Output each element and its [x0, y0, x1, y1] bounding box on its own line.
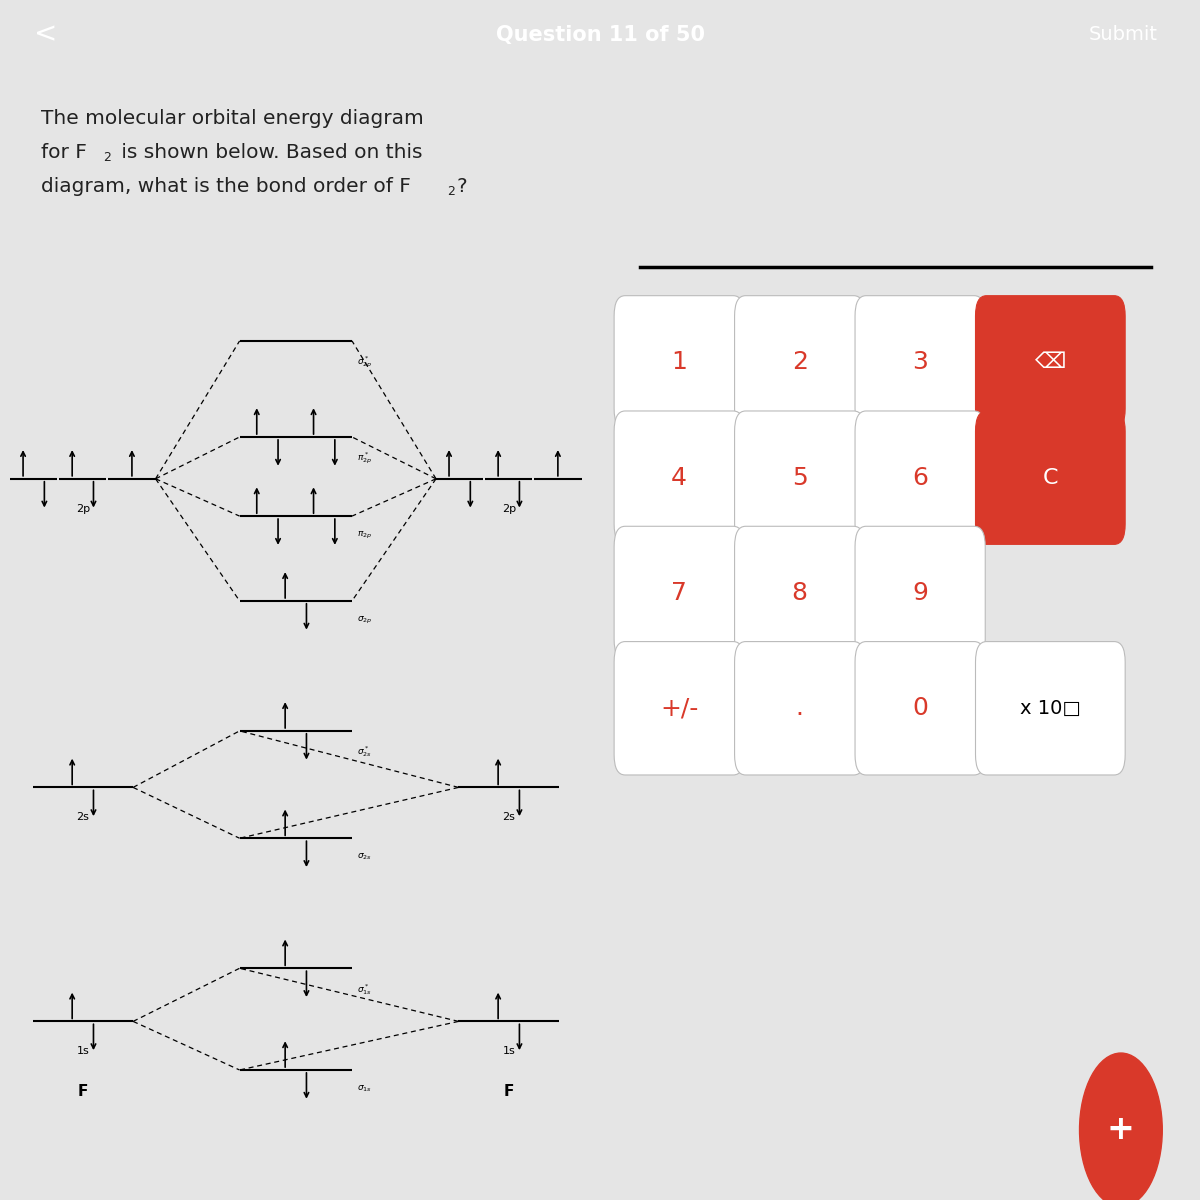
- Text: 2p: 2p: [76, 504, 90, 514]
- Text: $\sigma_{2p}$: $\sigma_{2p}$: [356, 614, 372, 625]
- Text: 4: 4: [671, 466, 688, 490]
- Text: $\sigma^*_{2p}$: $\sigma^*_{2p}$: [356, 354, 372, 370]
- Text: 1s: 1s: [503, 1046, 515, 1056]
- Text: ?: ?: [457, 176, 467, 196]
- FancyBboxPatch shape: [856, 295, 985, 430]
- FancyBboxPatch shape: [856, 642, 985, 775]
- Text: C: C: [1043, 468, 1058, 487]
- Text: 6: 6: [912, 466, 928, 490]
- Text: 1s: 1s: [77, 1046, 89, 1056]
- Text: 2: 2: [792, 350, 808, 374]
- Text: +: +: [1106, 1114, 1135, 1146]
- Text: .: .: [796, 696, 804, 720]
- Text: 2p: 2p: [502, 504, 516, 514]
- Text: $\pi^*_{2p}$: $\pi^*_{2p}$: [356, 450, 372, 466]
- FancyBboxPatch shape: [734, 527, 865, 660]
- FancyBboxPatch shape: [856, 410, 985, 545]
- Text: 0: 0: [912, 696, 928, 720]
- Text: <: <: [34, 20, 56, 49]
- Circle shape: [1080, 1054, 1163, 1200]
- Text: The molecular orbital energy diagram: The molecular orbital energy diagram: [42, 109, 424, 128]
- Text: Submit: Submit: [1090, 25, 1158, 44]
- FancyBboxPatch shape: [614, 642, 744, 775]
- Text: 7: 7: [671, 581, 688, 605]
- FancyBboxPatch shape: [976, 410, 1126, 545]
- Text: F: F: [78, 1084, 88, 1098]
- Text: 8: 8: [792, 581, 808, 605]
- Text: 2s: 2s: [77, 812, 89, 822]
- FancyBboxPatch shape: [734, 642, 865, 775]
- FancyBboxPatch shape: [856, 527, 985, 660]
- Text: 5: 5: [792, 466, 808, 490]
- FancyBboxPatch shape: [976, 295, 1126, 430]
- Text: 2: 2: [446, 185, 455, 198]
- Text: $\pi_{2p}$: $\pi_{2p}$: [356, 529, 372, 541]
- Text: x 10□: x 10□: [1020, 698, 1081, 718]
- Text: $\sigma_{1s}$: $\sigma_{1s}$: [356, 1084, 372, 1094]
- FancyBboxPatch shape: [614, 410, 744, 545]
- FancyBboxPatch shape: [976, 642, 1126, 775]
- Text: 1: 1: [671, 350, 688, 374]
- Text: ⌫: ⌫: [1034, 353, 1066, 372]
- Text: is shown below. Based on this: is shown below. Based on this: [115, 143, 422, 162]
- Text: 9: 9: [912, 581, 928, 605]
- Text: +/-: +/-: [660, 696, 698, 720]
- Text: F: F: [504, 1084, 514, 1098]
- Text: diagram, what is the bond order of F: diagram, what is the bond order of F: [42, 176, 412, 196]
- Text: $\sigma^*_{1s}$: $\sigma^*_{1s}$: [356, 982, 372, 997]
- Text: Question 11 of 50: Question 11 of 50: [496, 25, 704, 44]
- Text: 2s: 2s: [503, 812, 515, 822]
- Text: 2: 2: [103, 151, 112, 164]
- Text: for F: for F: [42, 143, 88, 162]
- Text: 3: 3: [912, 350, 928, 374]
- FancyBboxPatch shape: [734, 410, 865, 545]
- FancyBboxPatch shape: [734, 295, 865, 430]
- FancyBboxPatch shape: [614, 527, 744, 660]
- Text: $\sigma_{2s}$: $\sigma_{2s}$: [356, 852, 372, 863]
- Text: $\sigma^*_{2s}$: $\sigma^*_{2s}$: [356, 744, 372, 760]
- FancyBboxPatch shape: [614, 295, 744, 430]
